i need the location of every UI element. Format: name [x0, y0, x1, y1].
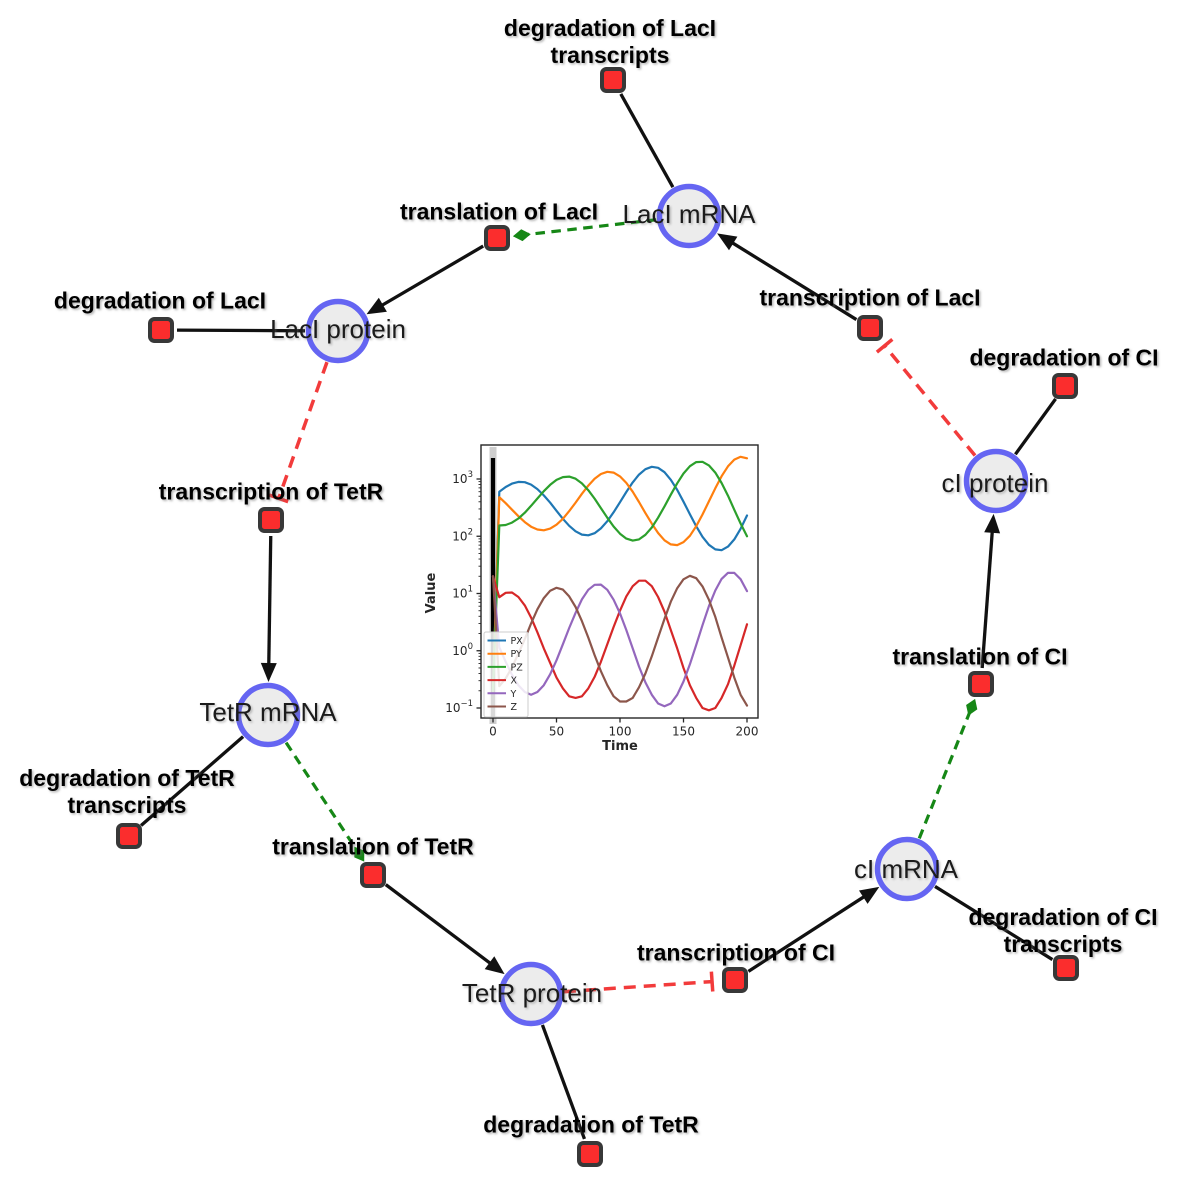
inhibition-tbar-icon: [268, 493, 289, 504]
production-arrowhead-icon: [984, 513, 1001, 534]
edge-modifier-cI_mRNA-to-translation_cI: [917, 698, 978, 839]
edge-inhibition-lacI_protein-to-transcription_tetR: [268, 361, 329, 504]
legend-label: PY: [511, 649, 523, 660]
species-node-cI_mRNA[interactable]: [874, 836, 940, 902]
edge-inhibition-tetR_protein-to-transcription_cI: [563, 971, 715, 994]
production-arrowhead-icon: [260, 662, 277, 682]
reaction-node-translation_cI[interactable]: [968, 671, 994, 697]
edge-consumption-cI_protein-to-deg_cI: [1014, 397, 1057, 456]
legend-label: PX: [511, 636, 524, 647]
chart-legend: PX PY PZ XYZ: [483, 631, 529, 718]
edge-consumption-tetR_mRNA-to-deg_tetR_tx: [139, 735, 245, 827]
x-tick-label: 200: [736, 725, 759, 739]
reaction-node-transcription_lacI[interactable]: [857, 315, 883, 341]
inhibition-tbar-icon: [709, 971, 715, 992]
legend-label: Z: [511, 702, 518, 713]
edge-production-translation_tetR-to-tetR_protein: [384, 883, 505, 975]
species-node-tetR_protein[interactable]: [498, 961, 564, 1027]
edge-modifier-tetR_mRNA-to-translation_tetR: [284, 741, 365, 862]
edge-consumption-lacI_protein-to-deg_lacI: [176, 328, 306, 333]
production-arrowhead-icon: [484, 956, 505, 975]
edge-production-transcription_lacI-to-lacI_mRNA: [717, 233, 858, 321]
reaction-node-deg_cI[interactable]: [1052, 373, 1078, 399]
reaction-node-deg_tetR[interactable]: [577, 1141, 603, 1167]
y-tick-label: 103: [452, 470, 473, 486]
legend-label: Y: [510, 689, 517, 700]
chart-series-PZ: [491, 460, 749, 692]
reaction-node-deg_lacI_tx[interactable]: [600, 67, 626, 93]
y-tick-label: 102: [452, 527, 473, 543]
edge-production-translation_lacI-to-lacI_protein: [366, 244, 485, 315]
reaction-node-translation_tetR[interactable]: [360, 862, 386, 888]
reaction-node-deg_lacI[interactable]: [148, 317, 174, 343]
y-tick-label: 101: [452, 585, 473, 601]
inhibition-tbar-icon: [875, 338, 894, 354]
simulation-chart: 0 50 100 150 20010310210110010−1TimeValuePXP…: [424, 444, 759, 754]
production-arrowhead-icon: [859, 886, 880, 904]
edge-inhibition-cI_protein-to-transcription_lacI: [875, 338, 977, 457]
x-tick-label: 100: [609, 725, 632, 739]
production-arrowhead-icon: [717, 233, 738, 251]
species-node-cI_protein[interactable]: [963, 448, 1029, 514]
legend-label: PZ: [511, 662, 524, 673]
x-tick-label: 0: [489, 725, 497, 739]
reaction-node-deg_tetR_tx[interactable]: [116, 823, 142, 849]
y-tick-label: 10−1: [445, 699, 473, 715]
edge-consumption-lacI_mRNA-to-deg_lacI_tx: [619, 93, 675, 188]
edge-consumption-cI_mRNA-to-deg_cI_tx: [934, 885, 1054, 961]
x-axis-label: Time: [602, 739, 638, 754]
reaction-node-transcription_tetR[interactable]: [258, 507, 284, 533]
species-node-lacI_mRNA[interactable]: [656, 183, 722, 249]
reaction-node-translation_lacI[interactable]: [484, 225, 510, 251]
edge-production-transcription_tetR-to-tetR_mRNA: [260, 535, 277, 682]
chart-series-Y: [491, 571, 749, 708]
edge-consumption-tetR_protein-to-deg_tetR: [540, 1024, 587, 1140]
modifier-arrowhead-icon: [512, 229, 531, 242]
chart-series-PY: [491, 455, 749, 692]
edge-production-transcription_cI-to-cI_mRNA: [747, 886, 880, 973]
y-tick-label: 100: [452, 642, 473, 658]
modifier-arrowhead-icon: [966, 698, 978, 716]
x-tick-label: 50: [549, 725, 564, 739]
reaction-node-transcription_cI[interactable]: [722, 967, 748, 993]
chart-series-PX: [491, 465, 749, 692]
reaction-node-deg_cI_tx[interactable]: [1053, 955, 1079, 981]
edge-modifier-lacI_mRNA-to-translation_lacI: [512, 218, 657, 242]
y-axis-label: Value: [424, 572, 439, 613]
modifier-arrowhead-icon: [354, 846, 365, 862]
legend-label: X: [511, 676, 518, 687]
chart-series-Z: [491, 574, 749, 707]
x-tick-label: 150: [672, 725, 695, 739]
production-arrowhead-icon: [366, 297, 387, 315]
edge-production-translation_cI-to-cI_protein: [980, 513, 1001, 669]
species-node-tetR_mRNA[interactable]: [235, 682, 301, 748]
chart-series-X: [491, 575, 749, 712]
species-node-lacI_protein[interactable]: [305, 298, 371, 364]
